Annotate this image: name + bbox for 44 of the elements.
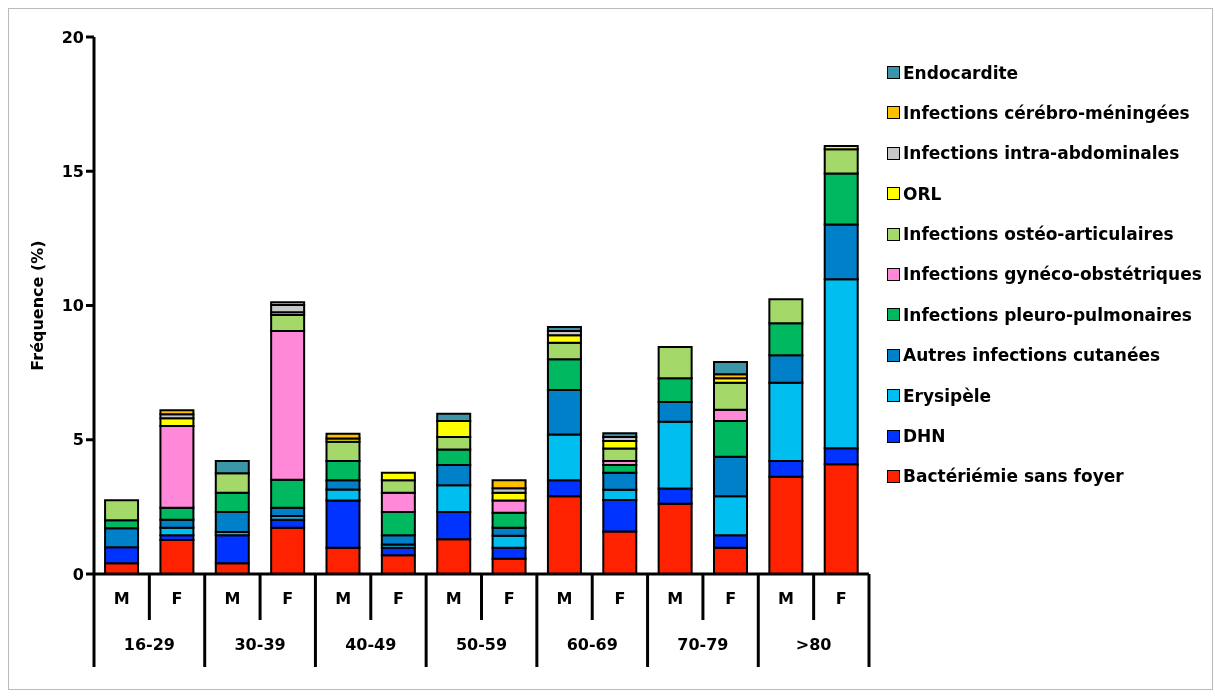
x-tick-label: F [503,589,515,608]
x-tick-label: M [224,589,241,608]
bar [602,432,638,439]
text: >80 [795,635,832,654]
bar [546,325,582,333]
x-tick-label: F [835,589,847,608]
legend-label: Infections cérébro-méningées [903,102,1190,123]
bar [325,432,361,440]
x-tick-label: M [556,589,573,608]
x-tick-label: M [113,589,130,608]
legend-label: Erysipèle [903,385,992,406]
x-tick-label: M [335,589,352,608]
text: 60-69 [566,635,618,654]
y-axis-title: Fréquence (%) [27,240,47,371]
y-tick-label: 0 [72,564,84,584]
legend-label: Bactériémie sans foyer [903,466,1124,487]
x-tick-label: F [171,589,183,608]
legend-label: ORL [903,183,942,204]
bar [491,479,527,490]
x-tick-label: M [778,589,794,608]
y-tick-label: 20 [61,27,84,47]
text: 16-29 [123,635,175,654]
legend-label: Autres infections cutanées [903,345,1161,366]
x-tick-label: F [614,589,626,608]
x-tick-label: M [445,589,462,608]
x-tick-label: M [667,589,684,608]
legend-label: Infections pleuro-pulmonaires [903,304,1192,325]
legend-label: Infections gynéco-obstétriques [903,264,1202,285]
y-tick-label: 10 [61,296,84,316]
x-tick-label: F [393,589,404,608]
legend-label: Infections intra-abdominales [903,143,1180,164]
text: 30-39 [234,635,286,654]
bar [713,360,748,376]
x-tick-label: F [725,589,737,608]
y-tick-label: 15 [61,161,84,181]
text: 40-49 [345,635,397,654]
y-tick-label: 5 [72,430,84,450]
legend-label: Endocardite [903,62,1019,83]
x-tick-label: F [282,589,294,608]
text: 50-59 [455,635,508,654]
bar [159,409,195,416]
legend-label: DHN [903,426,946,447]
legend-label: Infections ostéo-articulaires [903,224,1174,245]
text: 70-79 [677,635,729,654]
